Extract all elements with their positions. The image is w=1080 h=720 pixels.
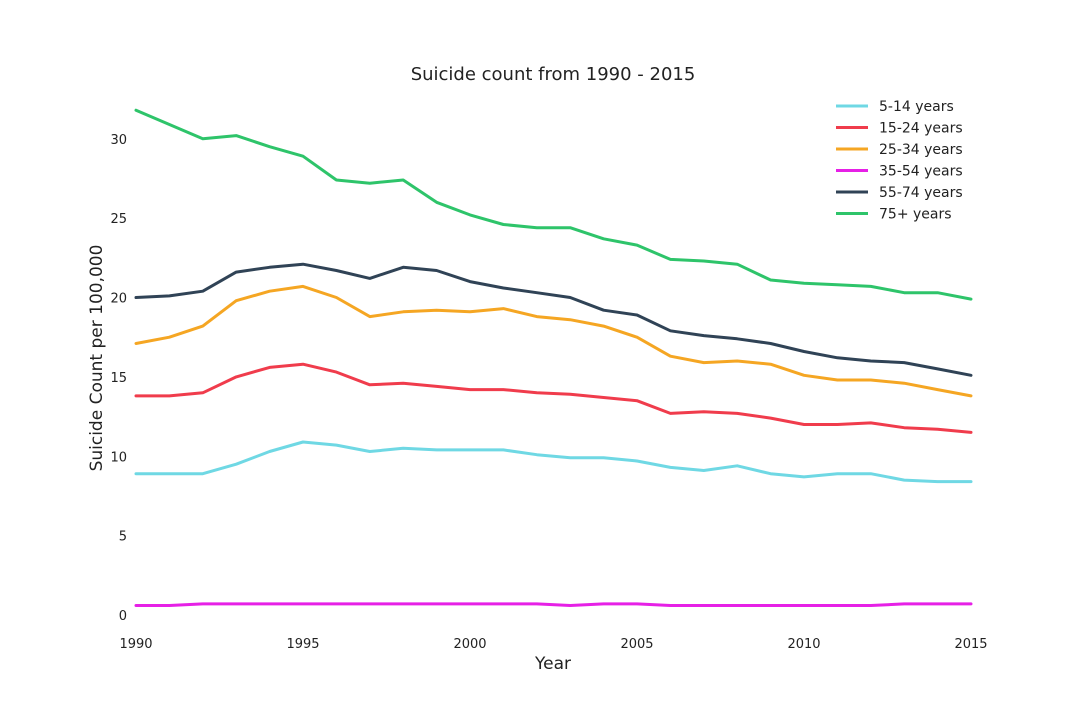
y-tick-label-5: 5 [119,530,127,545]
x-tick-label-2015: 2015 [954,637,987,652]
legend-label-75-years: 75+ years [879,207,952,223]
y-tick-label-15: 15 [110,371,127,386]
legend-label-5-14-years: 5-14 years [879,99,954,115]
x-tick-label-1990: 1990 [119,637,152,652]
x-axis-ticks: 1990 1995 2000 2005 2010 2015 [119,637,987,652]
legend-label-35-54-years: 35-54 years [879,164,963,180]
series-line-5-14-years [134,440,973,484]
series-line-15-24-years [134,362,973,434]
legend: 5-14 years 15-24 years 25-34 years 35-54 ye… [836,99,963,223]
y-tick-label-20: 20 [110,292,127,307]
x-tick-label-2010: 2010 [787,637,820,652]
series-lines [134,108,973,607]
x-axis-label: Year [534,654,571,674]
legend-label-55-74-years: 55-74 years [879,185,963,201]
x-tick-label-2000: 2000 [453,637,486,652]
series-line-55-74-years [134,262,973,377]
x-tick-label-1995: 1995 [286,637,319,652]
x-tick-label-2005: 2005 [620,637,653,652]
y-tick-label-10: 10 [110,450,127,465]
y-axis-ticks: 0 5 10 15 20 25 30 [110,133,127,624]
legend-label-15-24-years: 15-24 years [879,121,963,137]
series-line-35-54-years [134,602,973,607]
y-tick-label-25: 25 [110,212,127,227]
series-line-75-years [134,108,973,301]
y-axis-label: Suicide Count per 100,000 [87,245,107,472]
chart-title: Suicide count from 1990 - 2015 [411,64,696,85]
series-line-25-34-years [134,284,973,398]
y-tick-label-0: 0 [119,609,127,624]
y-tick-label-30: 30 [110,133,127,148]
legend-label-25-34-years: 25-34 years [879,142,963,158]
